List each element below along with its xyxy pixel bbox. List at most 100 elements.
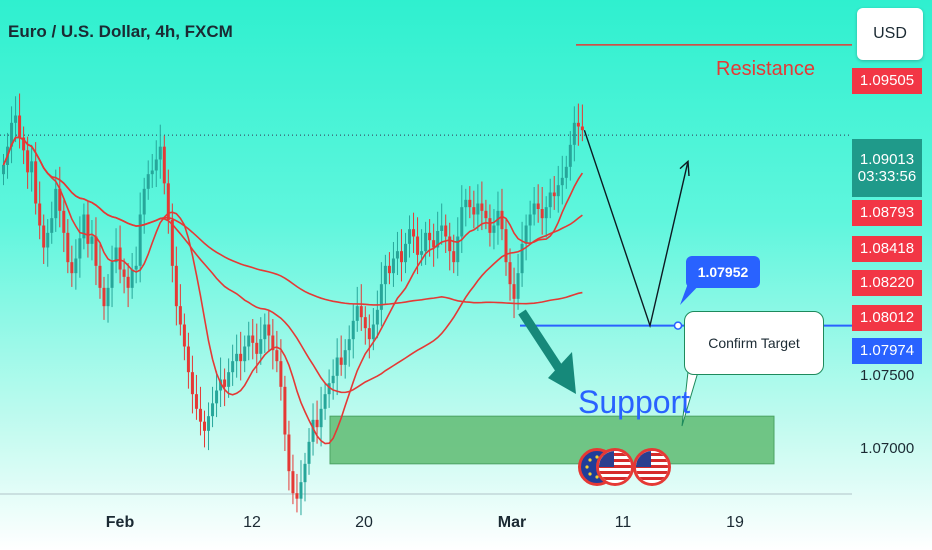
candle — [408, 229, 412, 244]
candle — [444, 225, 448, 237]
candle — [162, 146, 166, 184]
candle — [211, 403, 215, 417]
candle — [315, 419, 319, 428]
candle — [30, 161, 34, 173]
moving-average-fast — [2, 136, 584, 445]
candle — [263, 324, 267, 340]
candle — [146, 174, 150, 189]
price-tick: 1.07000 — [860, 440, 915, 457]
candle — [259, 339, 263, 354]
candle — [404, 243, 407, 263]
candle — [14, 115, 18, 123]
candle — [207, 416, 211, 431]
candle — [307, 441, 311, 464]
candle — [154, 159, 158, 171]
candle — [46, 232, 50, 248]
candle — [10, 122, 14, 147]
candle — [66, 232, 70, 263]
candle — [319, 408, 323, 428]
candle — [34, 161, 38, 204]
candle — [18, 115, 22, 138]
candle — [118, 247, 122, 270]
currency-button[interactable]: USD — [857, 8, 923, 60]
candle — [472, 207, 476, 215]
candle — [343, 350, 347, 365]
support-arrow-head — [548, 352, 576, 394]
candle — [62, 210, 66, 233]
support-point — [673, 321, 683, 330]
candle — [138, 214, 142, 266]
candle — [170, 220, 174, 266]
candle — [70, 262, 74, 274]
candle — [448, 236, 452, 252]
candle — [379, 284, 383, 310]
support-price-tag: 1.07974 — [852, 338, 922, 364]
candle — [468, 199, 472, 208]
candle — [134, 265, 138, 270]
candle — [452, 251, 456, 263]
time-label: 19 — [726, 514, 744, 531]
time-label: 11 — [614, 514, 632, 531]
candle — [231, 361, 235, 373]
candle — [391, 258, 395, 274]
candle — [227, 372, 231, 387]
candle — [54, 188, 58, 219]
price-tick: 1.07500 — [860, 367, 915, 384]
candle — [158, 146, 162, 160]
candle — [351, 320, 355, 340]
moving-average-slow — [2, 136, 583, 306]
candle — [516, 273, 520, 299]
bar-countdown: 03:33:56 — [857, 168, 917, 185]
candle — [564, 166, 568, 178]
candle — [102, 287, 106, 307]
candle — [440, 225, 444, 231]
candle — [416, 236, 420, 255]
us-flag-icon[interactable] — [596, 448, 634, 486]
candle — [22, 137, 26, 151]
us-flag-icon[interactable] — [633, 448, 671, 486]
candle — [504, 229, 508, 263]
candle — [98, 265, 102, 288]
current-price-tag: 1.09013 03:33:56 — [852, 139, 922, 197]
candle — [82, 214, 86, 239]
candle — [166, 183, 170, 220]
confirm-target-note[interactable]: Confirm Target — [684, 311, 824, 375]
candle — [412, 229, 416, 237]
candle — [142, 188, 146, 215]
symbol-title: Euro / U.S. Dollar, 4h, FXCM — [8, 22, 233, 41]
candle — [275, 350, 279, 362]
candle — [367, 328, 371, 340]
candle — [190, 372, 194, 395]
candle — [194, 394, 198, 409]
current-price: 1.09013 — [859, 151, 915, 168]
candle — [375, 309, 379, 325]
candle — [267, 324, 271, 336]
candle — [387, 265, 391, 274]
candle — [247, 335, 251, 347]
candle — [303, 463, 307, 483]
candle — [359, 306, 363, 318]
candle — [182, 324, 186, 347]
candle — [524, 225, 528, 244]
candle — [26, 150, 30, 173]
candle — [560, 177, 564, 186]
support-callout[interactable]: 1.07952 — [686, 256, 760, 288]
candle — [508, 262, 512, 285]
candle — [235, 353, 239, 362]
time-label: 20 — [355, 514, 373, 531]
candle — [456, 236, 460, 263]
candle — [114, 247, 118, 263]
candle — [219, 379, 223, 391]
candle — [331, 375, 335, 384]
candle — [512, 284, 516, 299]
candle — [239, 353, 243, 362]
candle — [568, 144, 572, 167]
candle — [122, 269, 126, 277]
candle — [432, 240, 436, 248]
candle — [2, 165, 5, 175]
candle — [106, 287, 110, 307]
candle — [178, 306, 182, 325]
candle — [436, 231, 440, 248]
